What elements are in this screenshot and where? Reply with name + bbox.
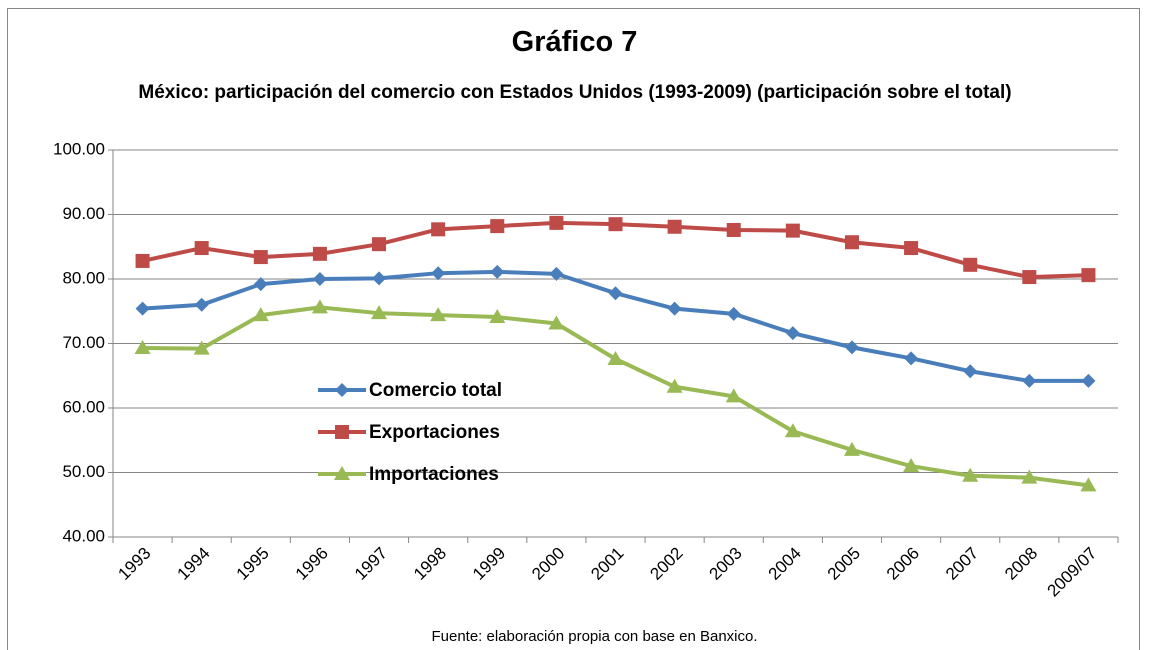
x-tick-label: 2006 [883,544,923,584]
marker [904,351,919,366]
marker [372,271,387,286]
legend-label: Exportaciones [369,422,500,443]
x-tick-label: 1998 [410,544,450,584]
marker [312,272,327,286]
marker [371,305,388,320]
marker [548,315,565,330]
marker [1081,373,1096,388]
source-note: Fuente: elaboración propia con base en B… [431,628,758,645]
marker [903,458,920,473]
marker [904,241,919,256]
marker [135,301,150,316]
marker [134,340,151,355]
x-tick-label: 1997 [351,544,391,584]
marker [785,223,800,238]
marker [726,306,741,321]
x-tick-label: 2005 [824,544,864,584]
marker [253,277,268,292]
y-tick-label: 50.00 [62,462,105,481]
marker [784,423,801,438]
marker [431,222,446,237]
marker [490,219,505,234]
marker [1021,469,1038,484]
marker [193,340,210,355]
marker [431,266,446,281]
chart-title: Gráfico 7 [511,26,638,58]
x-tick-label: 1996 [292,544,332,584]
marker [608,217,623,232]
marker [963,364,978,379]
legend-label: Importaciones [369,464,499,485]
x-tick-label: 2008 [1001,544,1041,584]
legend-marker [335,383,349,397]
y-tick-label: 60.00 [62,397,105,416]
x-tick-label: 2001 [587,544,627,584]
marker [667,301,682,316]
x-tick-label: 2009/07 [1044,544,1101,601]
y-tick-label: 70.00 [62,333,105,352]
x-tick-label: 1994 [173,544,213,584]
x-tick-label: 2007 [942,544,982,584]
chart-border [7,8,1140,650]
marker [963,257,978,272]
x-tick-label: 2003 [706,544,746,584]
marker [844,235,859,250]
marker [490,264,505,279]
marker [549,266,564,281]
x-tick-label: 2002 [646,544,686,584]
marker [667,219,682,234]
marker [666,378,683,393]
marker [608,286,623,301]
chart-subtitle: México: participación del comercio con E… [138,82,1012,103]
x-tick-label: 2004 [765,544,805,584]
marker [311,299,328,314]
marker [843,441,860,456]
marker [549,215,564,230]
legend-marker [335,425,349,439]
marker [194,297,209,312]
x-tick-label: 1999 [469,544,509,584]
marker [489,309,506,324]
marker [430,307,447,322]
x-tick-label: 2000 [528,544,568,584]
marker [252,307,269,322]
marker [607,350,624,365]
marker [1022,270,1037,285]
legend-label: Comercio total [369,380,502,401]
marker [1022,373,1037,388]
marker [1081,268,1096,283]
marker [253,250,268,265]
legend-marker [334,466,350,480]
marker [194,241,209,256]
marker [962,467,979,482]
marker [312,246,327,261]
series-line [142,305,1089,488]
y-tick-label: 90.00 [62,204,105,223]
x-tick-label: 1995 [233,544,273,584]
marker [135,253,150,268]
y-tick-label: 40.00 [62,526,105,545]
marker [844,340,859,355]
y-tick-label: 80.00 [62,268,105,287]
marker [372,237,387,252]
y-tick-label: 100.00 [53,139,105,158]
marker [1080,477,1097,492]
x-tick-label: 1993 [114,544,154,584]
marker [725,388,742,403]
marker [785,326,800,341]
marker [726,222,741,237]
